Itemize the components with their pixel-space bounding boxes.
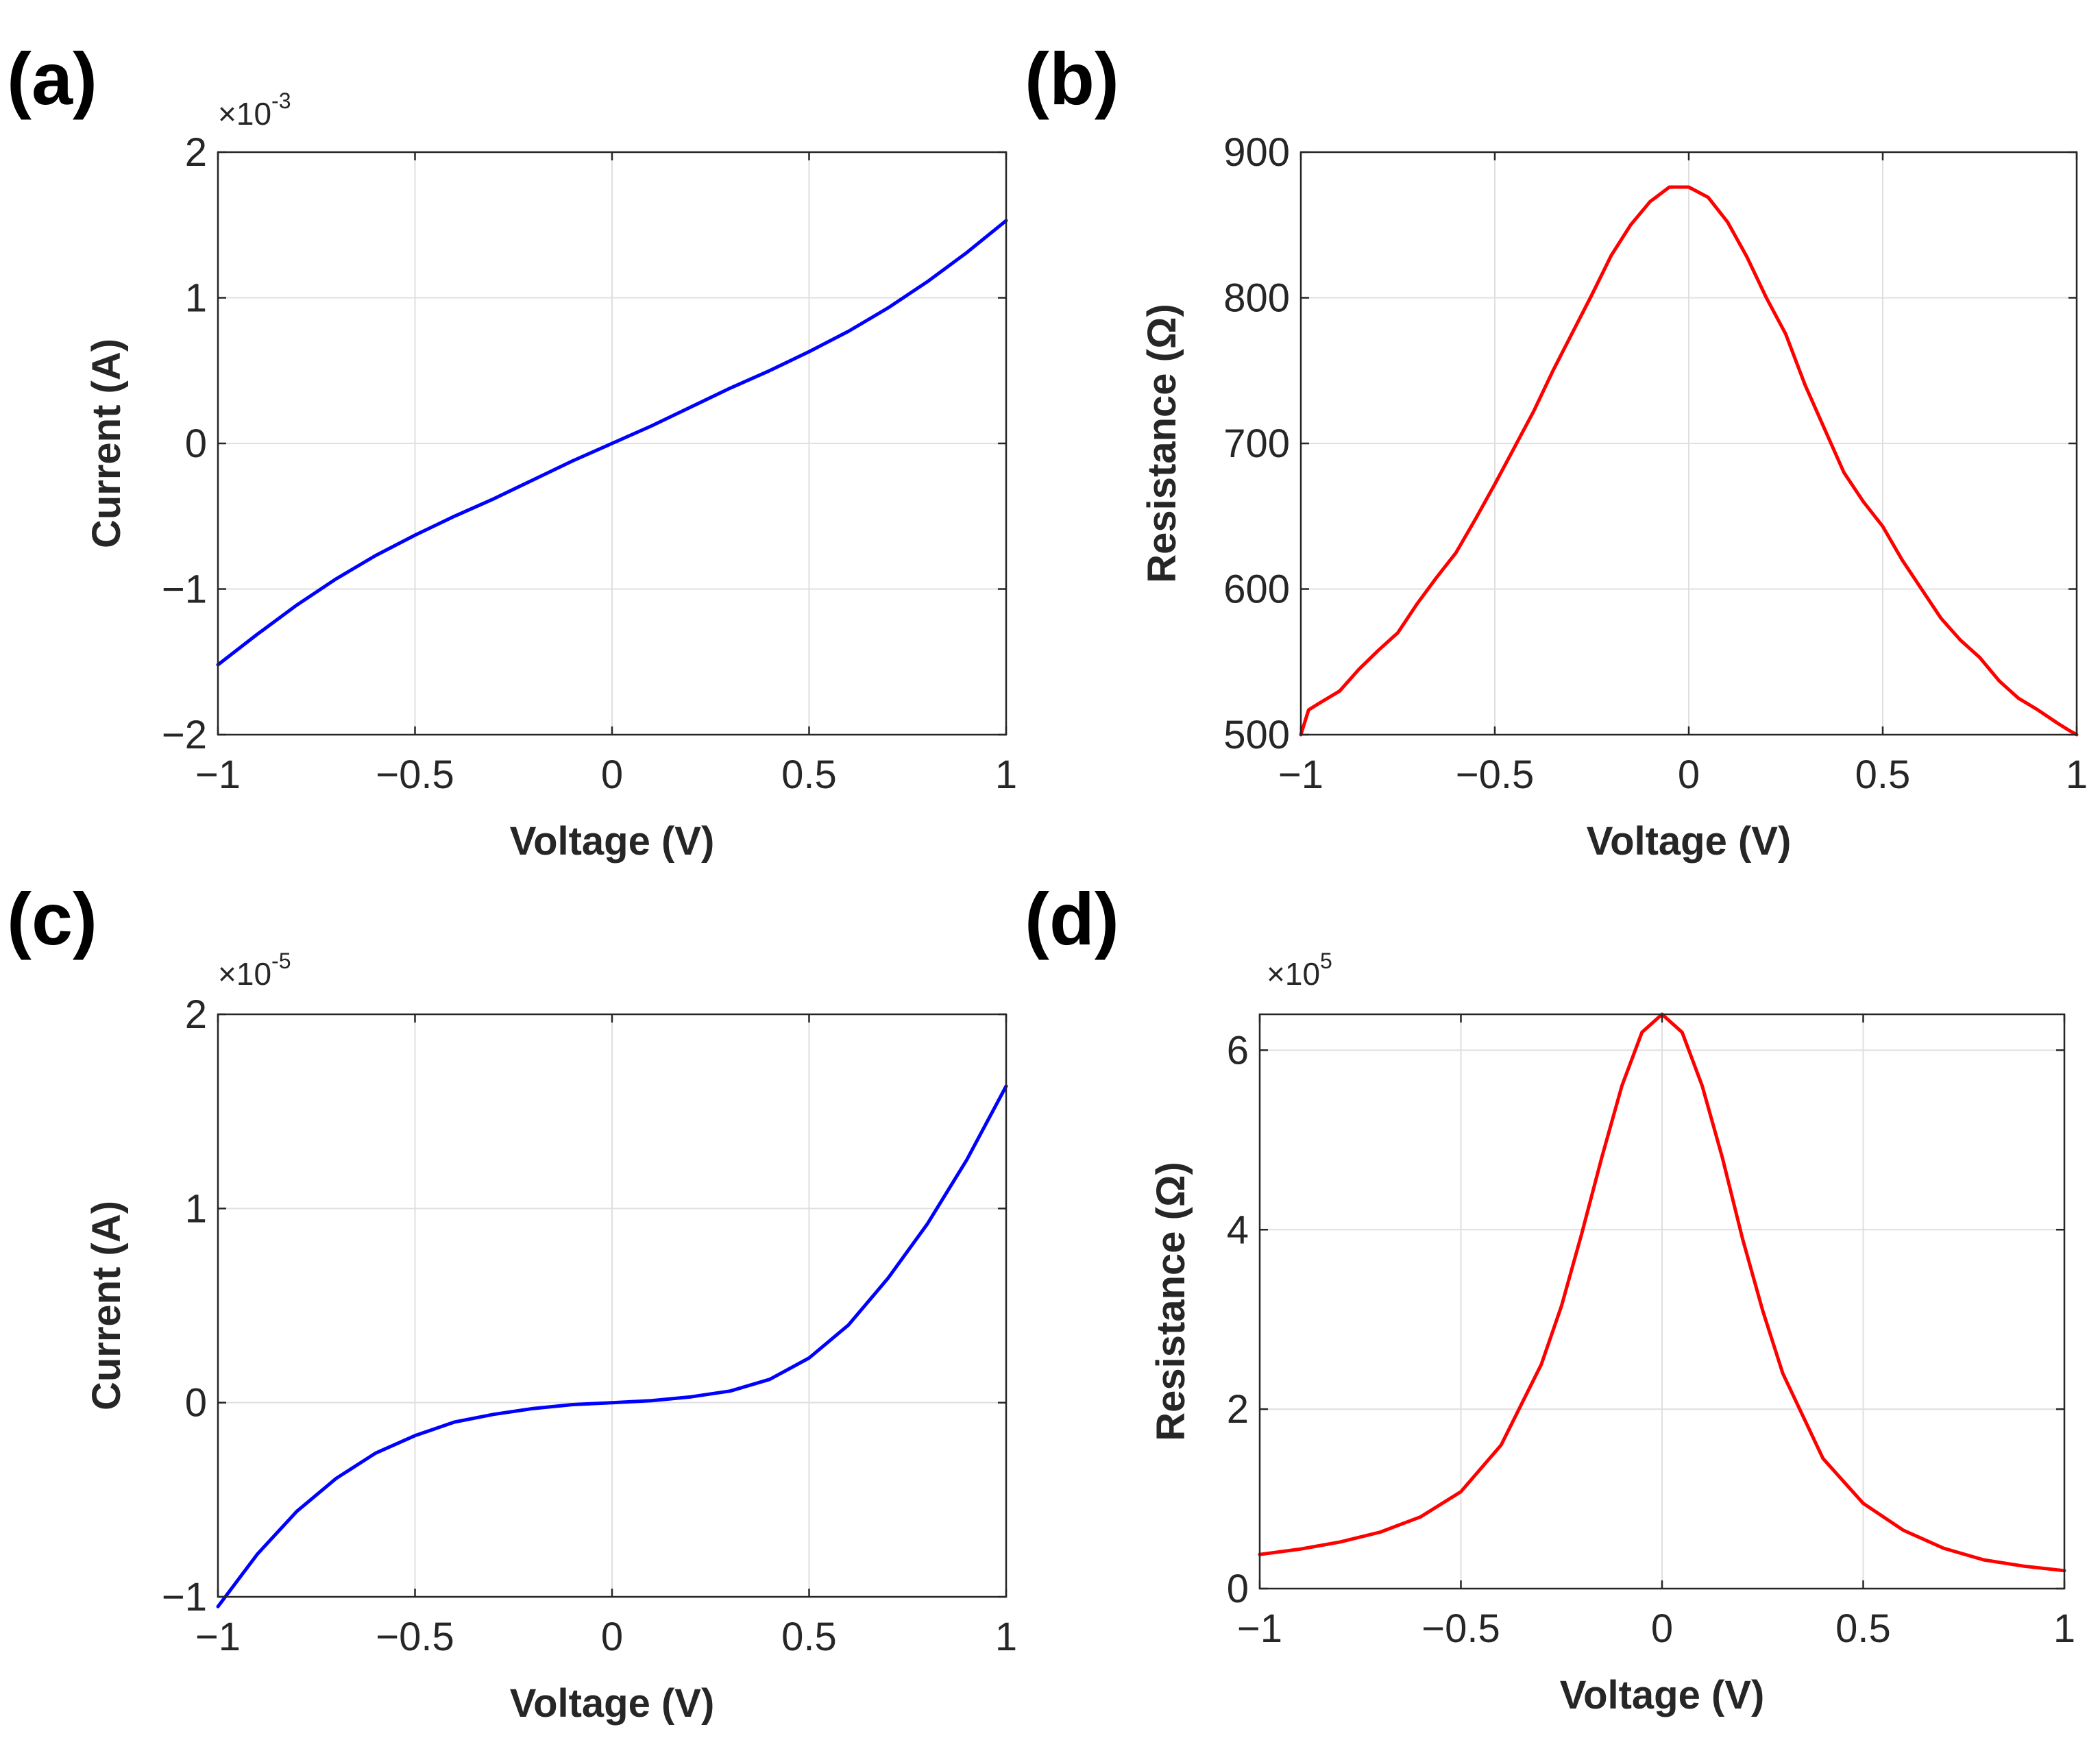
series-line-b: [1299, 185, 2079, 737]
panel-label: (b): [1025, 37, 1119, 120]
y-axis-title: Resistance (Ω): [1140, 304, 1184, 583]
y-tick-label: 800: [1223, 276, 1290, 321]
y-tick-label: 4: [1227, 1208, 1249, 1252]
x-tick-label: 0.5: [781, 752, 837, 797]
y-tick-label: 700: [1223, 421, 1290, 466]
y-tick-label: 600: [1223, 567, 1290, 612]
y-tick-label: 500: [1223, 713, 1290, 757]
y-tick-label: 1: [185, 1186, 207, 1231]
y-tick-label: −2: [162, 713, 207, 757]
x-tick-label: 0.5: [1835, 1606, 1891, 1651]
x-axis-title: Voltage (V): [510, 1681, 715, 1726]
y-tick-label: 2: [185, 992, 207, 1037]
x-tick-label: 1: [995, 752, 1017, 797]
y-tick-label: 2: [185, 130, 207, 175]
panel-label: (c): [7, 877, 97, 960]
x-tick-label: −1: [195, 1615, 241, 1659]
x-tick-label: 0: [601, 752, 623, 797]
x-tick-label: −0.5: [1456, 752, 1535, 797]
axis-exponent-power: -5: [271, 949, 291, 973]
x-tick-label: 1: [2053, 1606, 2075, 1651]
x-tick-label: 0.5: [1855, 752, 1911, 797]
x-tick-label: 1: [995, 1615, 1017, 1659]
y-axis-title: Current (A): [84, 339, 129, 548]
y-tick-label: 2: [1227, 1387, 1249, 1432]
x-axis-title: Voltage (V): [1587, 819, 1792, 864]
series-line-a: [216, 219, 1008, 667]
panel-b: (b) −1 −0.5 0 0.5 1 500 600 700 800 900 Voltage (V)…: [1025, 37, 2088, 864]
panel-c: (c) −1 −0.5 0 0.5 1 −1 0 1 2 Voltage (V) Current (A…: [7, 877, 1017, 1726]
axis-exponent: ×105: [1267, 949, 1332, 992]
y-tick-label: −1: [162, 567, 207, 612]
x-tick-label: −1: [1278, 752, 1323, 797]
axis-exponent: ×10-5: [218, 949, 291, 992]
x-tick-label: 0.5: [781, 1615, 837, 1659]
y-tick-label: 1: [185, 276, 207, 321]
panel-label: (a): [7, 37, 97, 120]
axis-exponent-base: ×10: [218, 956, 271, 992]
x-tick-label: −0.5: [376, 752, 454, 797]
y-tick-label: 0: [1227, 1567, 1249, 1611]
y-tick-label: 0: [185, 421, 207, 466]
axis-exponent-power: 5: [1320, 949, 1332, 973]
axis-exponent-base: ×10: [1267, 956, 1320, 992]
y-tick-label: 0: [185, 1381, 207, 1425]
panel-label: (d): [1025, 877, 1119, 960]
x-axis-title: Voltage (V): [510, 819, 715, 864]
axis-exponent-power: -3: [271, 88, 291, 113]
panel-d: (d) −1 −0.5 0 0.5 1 0 2 4 6 Voltage (V) Resistance …: [1025, 877, 2075, 1717]
axis-exponent: ×10-3: [218, 88, 291, 132]
y-axis-title: Resistance (Ω): [1149, 1162, 1193, 1441]
x-tick-label: −0.5: [376, 1615, 454, 1659]
y-axis-title: Current (A): [84, 1201, 129, 1410]
y-tick-label: −1: [162, 1575, 207, 1619]
x-tick-label: −0.5: [1421, 1606, 1500, 1651]
x-tick-label: 1: [2066, 752, 2088, 797]
x-tick-label: 0: [1678, 752, 1700, 797]
x-tick-label: −1: [1237, 1606, 1282, 1651]
x-tick-label: 0: [601, 1615, 623, 1659]
y-tick-label: 900: [1223, 130, 1290, 175]
axis-exponent-base: ×10: [218, 96, 271, 132]
y-tick-label: 6: [1227, 1028, 1249, 1073]
x-axis-title: Voltage (V): [1560, 1673, 1765, 1717]
series-line-c: [216, 1084, 1008, 1608]
x-tick-label: −1: [195, 752, 241, 797]
x-tick-label: 0: [1651, 1606, 1673, 1651]
